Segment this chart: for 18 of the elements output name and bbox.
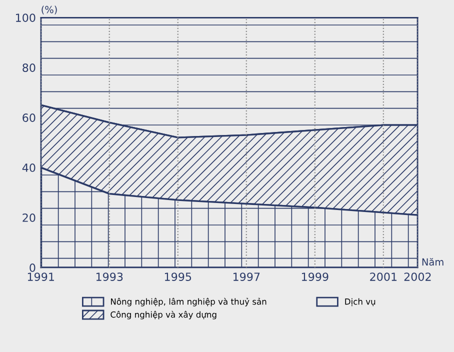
x-tick-label: 1991 [28,272,54,281]
y-tick-label: 0 [30,263,36,272]
legend-label: Dịch vụ [345,298,376,306]
x-tick-label: 2001 [370,272,397,281]
y-tick-label: 100 [16,14,36,22]
y-tick-label: 40 [22,164,36,172]
legend-label: Công nghiệp và xây dựng [110,310,216,320]
x-tick-label: 1993 [96,272,123,281]
x-tick-label: 2002 [404,272,431,281]
x-axis-title: Năm [422,258,444,266]
y-axis-title: (%) [42,6,57,14]
legend-label: Nông nghiệp, lâm nghiệp và thuỷ sản [111,298,266,306]
x-tick-label: 1999 [302,272,328,281]
y-tick-label: 20 [22,214,36,222]
y-tick-label: 60 [22,114,36,122]
x-tick-label: 1997 [233,272,260,281]
x-tick-label: 1995 [164,272,192,281]
y-tick-label: 80 [22,64,36,72]
